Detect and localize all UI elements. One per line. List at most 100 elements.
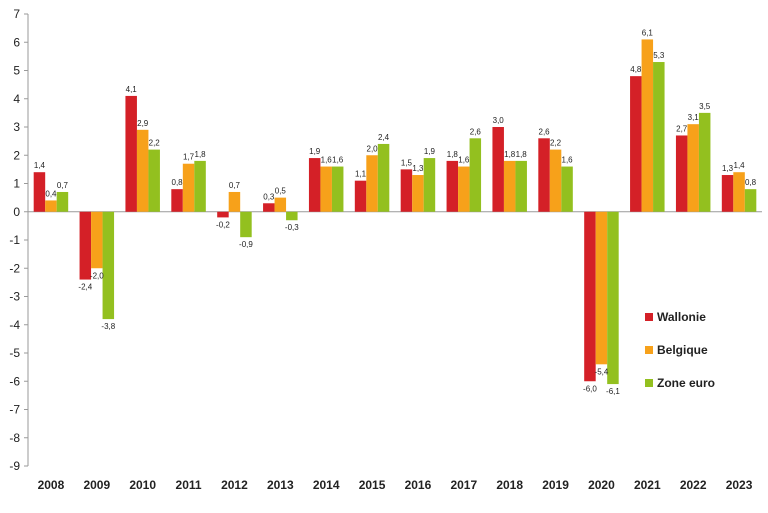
- bar-zone-euro-2009: [102, 211, 115, 320]
- bar-belgique-2011: [182, 163, 195, 212]
- data-label: 2,4: [378, 133, 390, 142]
- bar-belgique-2012: [228, 191, 241, 212]
- x-tick-label: 2022: [680, 478, 707, 492]
- data-label: 2,9: [137, 119, 149, 128]
- x-tick-label: 2015: [359, 478, 386, 492]
- bar-belgique-2014: [320, 166, 332, 212]
- bar-wallonie-2017: [446, 160, 459, 212]
- bar-wallonie-2016: [400, 169, 413, 212]
- data-label: 1,6: [458, 156, 470, 165]
- y-tick-label: 1: [13, 177, 20, 191]
- legend-label-belgique: Belgique: [657, 343, 708, 357]
- data-label: -0,3: [285, 223, 299, 232]
- data-label: 1,8: [195, 150, 207, 159]
- bar-wallonie-2022: [675, 135, 688, 212]
- data-label: 1,5: [401, 158, 413, 167]
- data-label: 4,1: [126, 85, 138, 94]
- x-tick-label: 2021: [634, 478, 661, 492]
- y-tick-label: -5: [9, 346, 20, 360]
- data-label: 0,8: [745, 178, 757, 187]
- data-label: 1,1: [355, 170, 367, 179]
- legend: Wallonie Belgique Zone euro: [645, 310, 715, 390]
- bar-belgique-2019: [549, 149, 562, 212]
- bar-belgique-2017: [458, 166, 470, 212]
- bar-belgique-2015: [366, 155, 378, 212]
- y-tick-label: 6: [13, 35, 20, 49]
- data-label: -2,0: [90, 271, 104, 280]
- data-labels: 1,40,40,7-2,4-2,0-3,84,12,92,20,81,7 1,8-…: [34, 28, 757, 396]
- data-label: 1,7: [183, 153, 195, 162]
- x-tick-label: 2014: [313, 478, 340, 492]
- data-label: 6,1: [642, 28, 654, 37]
- bar-zone-euro-2013: [286, 211, 298, 221]
- x-tick-label: 2018: [496, 478, 523, 492]
- y-tick-label: 0: [13, 205, 20, 219]
- x-tick-label: 2013: [267, 478, 294, 492]
- bar-wallonie-2013: [263, 203, 275, 212]
- data-label: 1,8: [447, 150, 459, 159]
- legend-label-wallonie: Wallonie: [657, 310, 706, 324]
- bar-wallonie-2020: [584, 211, 596, 382]
- data-label: 1,6: [321, 156, 333, 165]
- bar-zone-euro-2014: [331, 166, 344, 212]
- bar-wallonie-2018: [492, 127, 504, 212]
- x-tick-label: 2023: [726, 478, 753, 492]
- bar-wallonie-2012: [217, 211, 229, 218]
- bar-zone-euro-2021: [653, 62, 665, 212]
- x-tick-label: 2016: [405, 478, 432, 492]
- data-label: 5,3: [653, 51, 665, 60]
- data-label: 0,5: [275, 187, 287, 196]
- bar-wallonie-2023: [721, 175, 734, 212]
- data-label: 2,0: [367, 144, 379, 153]
- bar-zone-euro-2015: [377, 143, 390, 212]
- y-tick-label: -3: [9, 290, 20, 304]
- bar-wallonie-2008: [33, 172, 46, 212]
- data-label: 0,3: [263, 192, 275, 201]
- y-tick-label: 3: [13, 120, 20, 134]
- bar-zone-euro-2023: [744, 189, 757, 212]
- data-label: 0,4: [45, 189, 57, 198]
- bar-belgique-2013: [274, 197, 287, 212]
- x-tick-label: 2010: [129, 478, 156, 492]
- bar-zone-euro-2018: [515, 160, 527, 212]
- bar-belgique-2009: [91, 211, 103, 269]
- data-label: -0,2: [216, 220, 230, 229]
- data-label: -5,4: [595, 367, 609, 376]
- data-label: 3,1: [688, 113, 700, 122]
- data-label: 2,2: [550, 139, 562, 148]
- data-label: -6,0: [583, 384, 597, 393]
- data-label: -6,1: [606, 387, 620, 396]
- data-label: 1,8: [504, 150, 516, 159]
- y-tick-label: -1: [9, 233, 20, 247]
- bar-wallonie-2019: [538, 138, 550, 212]
- y-tick-label: 5: [13, 64, 20, 78]
- bar-belgique-2018: [503, 160, 516, 212]
- data-label: -0,9: [239, 240, 253, 249]
- bar-wallonie-2011: [171, 189, 183, 212]
- bar-wallonie-2015: [354, 180, 367, 212]
- data-label: 0,7: [57, 181, 69, 190]
- data-label: 1,9: [424, 147, 436, 156]
- y-tick-label: -7: [9, 403, 20, 417]
- x-tick-label: 2009: [83, 478, 110, 492]
- axes: 7 6 5 4 3 2 1 0 -1 -2 -3 -4 -5 -6 -7 -8 -9 2008 2009 2010 20…: [9, 7, 762, 492]
- data-label: 2,6: [539, 127, 551, 136]
- data-label: -3,8: [101, 322, 115, 331]
- bar-belgique-2010: [136, 129, 149, 212]
- data-label: 1,4: [34, 161, 46, 170]
- bar-wallonie-2009: [79, 211, 92, 280]
- bar-wallonie-2010: [125, 95, 137, 212]
- bar-belgique-2008: [45, 200, 57, 212]
- data-label: 0,7: [229, 181, 241, 190]
- y-tick-label: 2: [13, 148, 20, 162]
- x-tick-label: 2008: [38, 478, 65, 492]
- bar-zone-euro-2016: [423, 158, 436, 212]
- y-tick-label: 4: [13, 92, 20, 106]
- y-tick-label: 7: [13, 7, 20, 21]
- bar-belgique-2021: [641, 39, 654, 212]
- data-label: 0,8: [172, 178, 184, 187]
- bar-belgique-2023: [733, 172, 745, 212]
- legend-swatch-belgique: [645, 346, 653, 354]
- data-label: 1,9: [309, 147, 321, 156]
